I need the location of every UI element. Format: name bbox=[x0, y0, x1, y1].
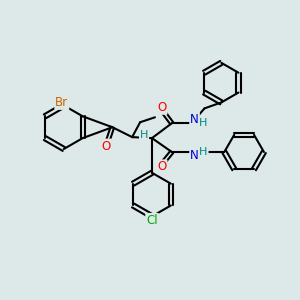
Text: N: N bbox=[190, 113, 199, 126]
Text: O: O bbox=[157, 160, 167, 173]
Text: H: H bbox=[199, 118, 208, 128]
Text: Br: Br bbox=[55, 96, 68, 109]
Text: O: O bbox=[102, 140, 111, 152]
Text: O: O bbox=[157, 101, 167, 114]
Text: H: H bbox=[199, 147, 208, 157]
Text: Cl: Cl bbox=[146, 214, 158, 227]
Text: N: N bbox=[190, 149, 199, 162]
Text: H: H bbox=[140, 130, 148, 140]
